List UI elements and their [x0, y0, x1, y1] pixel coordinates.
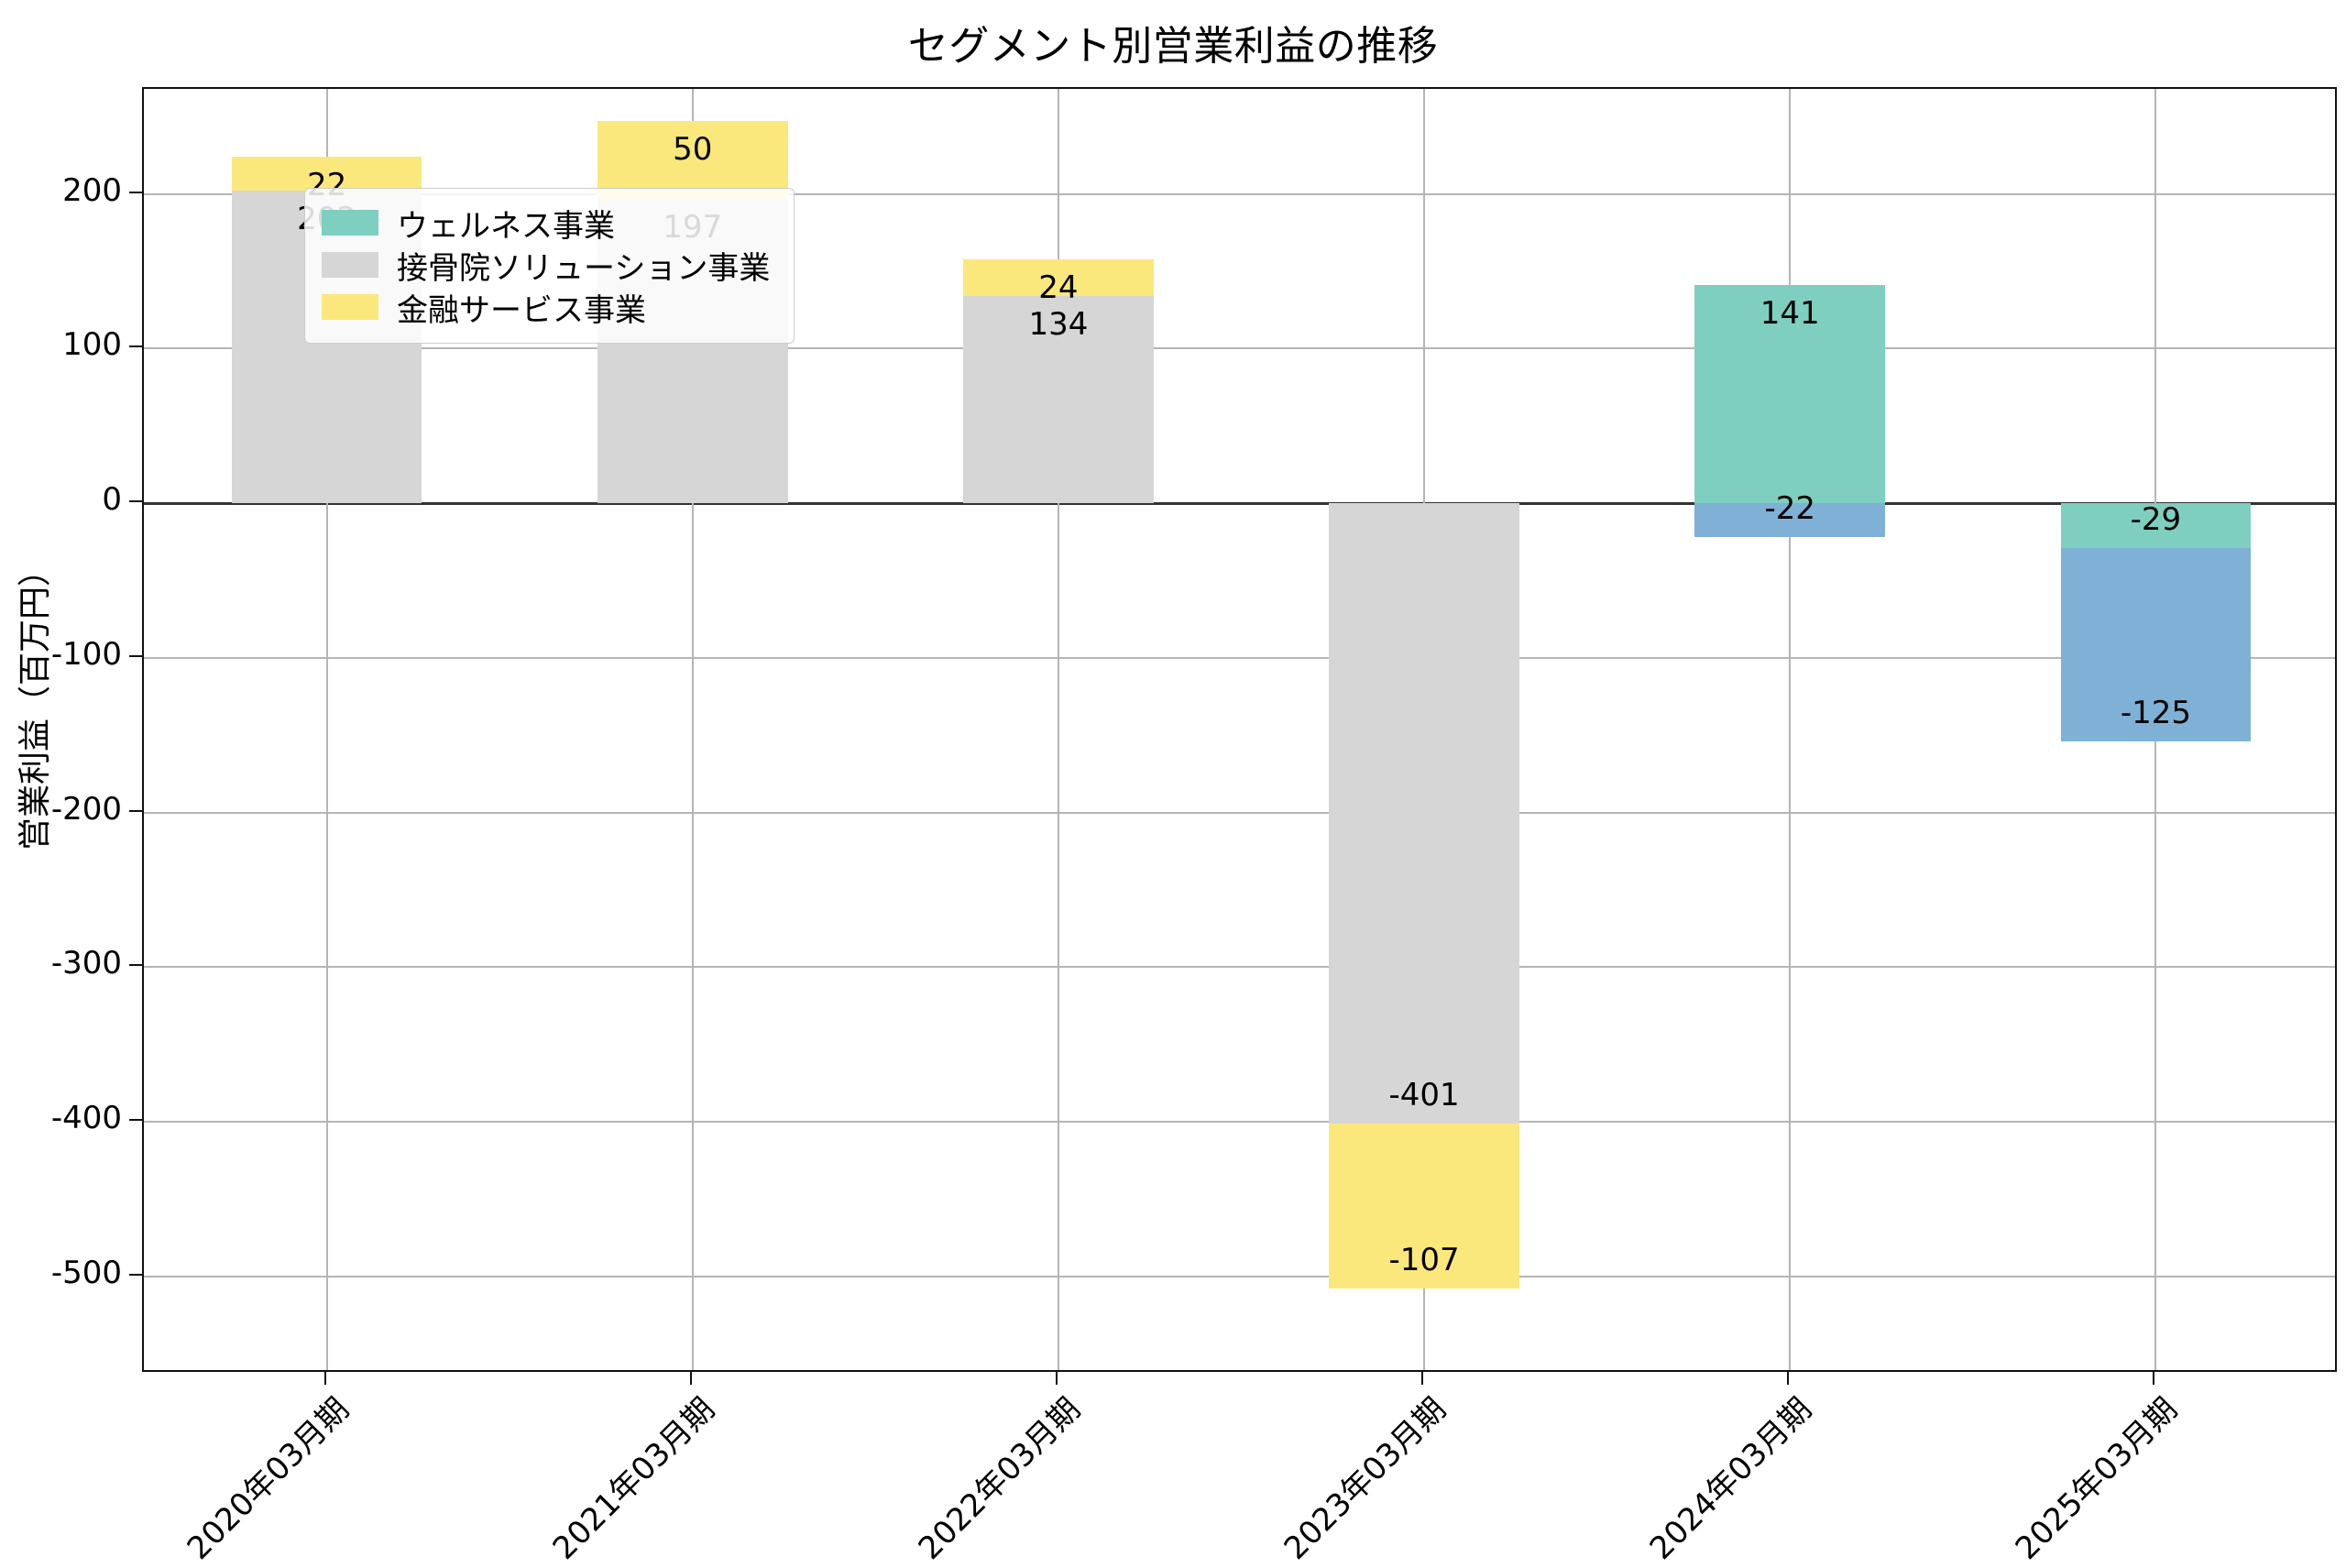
- bar-segment: [963, 296, 1154, 504]
- y-tick-label: -100: [50, 635, 122, 673]
- x-tick-mark: [1787, 1372, 1790, 1385]
- x-tick-label-wrap: 2022年03月期: [912, 1386, 1088, 1567]
- gridline-horizontal: [144, 1120, 2335, 1123]
- legend-label: 接骨院ソリューション事業: [397, 249, 771, 287]
- x-tick-label: 2022年03月期: [911, 1390, 1088, 1567]
- y-tick-label: -400: [50, 1099, 122, 1136]
- x-tick-mark: [1055, 1372, 1058, 1385]
- y-tick-mark: [129, 1273, 142, 1276]
- x-tick-mark: [1421, 1372, 1424, 1385]
- x-tick-mark: [323, 1372, 326, 1385]
- x-tick-label-wrap: 2024年03月期: [1643, 1386, 1819, 1567]
- legend-item[interactable]: 金融サービス事業: [322, 286, 770, 329]
- gridline-horizontal: [144, 966, 2335, 969]
- page-title: セグメント別営業利益の推移: [907, 23, 1439, 70]
- legend-swatch-icon: [322, 210, 378, 236]
- y-tick-mark: [129, 191, 142, 193]
- x-tick-label: 2025年03月期: [2009, 1390, 2186, 1567]
- gridline-vertical: [691, 89, 694, 1370]
- bar-segment: [1694, 503, 1886, 538]
- y-tick-mark: [129, 345, 142, 348]
- y-tick-label: -200: [50, 790, 122, 828]
- zero-line: [144, 502, 2335, 506]
- y-tick-mark: [129, 809, 142, 812]
- gridline-horizontal: [144, 192, 2335, 195]
- bar-segment: [1694, 285, 1886, 504]
- x-tick-label: 2023年03月期: [1277, 1390, 1454, 1567]
- bar-segment: [2060, 503, 2252, 549]
- y-tick-label: -300: [50, 945, 122, 982]
- x-tick-label: 2020年03月期: [180, 1390, 356, 1567]
- legend-swatch-icon: [322, 252, 378, 278]
- bar-segment: [2060, 548, 2252, 741]
- x-tick-label-wrap: 2020年03月期: [180, 1386, 356, 1567]
- gridline-vertical: [1789, 89, 1792, 1370]
- legend-swatch-icon: [322, 294, 378, 320]
- gridline-vertical: [1057, 89, 1059, 1370]
- gridline-horizontal: [144, 347, 2335, 350]
- y-tick-mark: [129, 500, 142, 503]
- x-tick-label-wrap: 2021年03月期: [546, 1386, 722, 1567]
- y-tick-label: -500: [50, 1254, 122, 1291]
- y-tick-label: 100: [62, 326, 122, 364]
- bar-segment: [1329, 503, 1519, 1124]
- bar-segment: [231, 157, 422, 192]
- legend-label: ウェルネス事業: [397, 207, 615, 245]
- bar-segment: [597, 121, 788, 199]
- y-tick-label: 200: [62, 171, 122, 209]
- gridline-horizontal: [144, 1275, 2335, 1277]
- y-tick-mark: [129, 654, 142, 657]
- bar-segment: [1329, 1123, 1519, 1289]
- y-tick-mark: [129, 964, 142, 967]
- y-tick-mark: [129, 1118, 142, 1121]
- legend-label: 金融サービス事業: [397, 291, 646, 329]
- x-tick-label: 2024年03月期: [1643, 1390, 1820, 1567]
- x-tick-mark: [2153, 1372, 2155, 1385]
- y-axis-title: 営業利益（百万円）: [16, 554, 54, 851]
- y-tick-label: 0: [102, 481, 122, 519]
- x-tick-label-wrap: 2023年03月期: [1277, 1386, 1453, 1567]
- gridline-horizontal: [144, 811, 2335, 814]
- bar-segment: [963, 258, 1154, 297]
- legend-item[interactable]: ウェルネス事業: [322, 202, 770, 245]
- legend-item[interactable]: 接骨院ソリューション事業: [322, 244, 771, 287]
- legend: ウェルネス事業接骨院ソリューション事業 金融サービス事業: [304, 188, 795, 344]
- x-tick-mark: [689, 1372, 692, 1385]
- x-tick-label: 2021年03月期: [545, 1390, 722, 1567]
- gridline-vertical: [325, 89, 328, 1370]
- gridline-horizontal: [144, 656, 2335, 659]
